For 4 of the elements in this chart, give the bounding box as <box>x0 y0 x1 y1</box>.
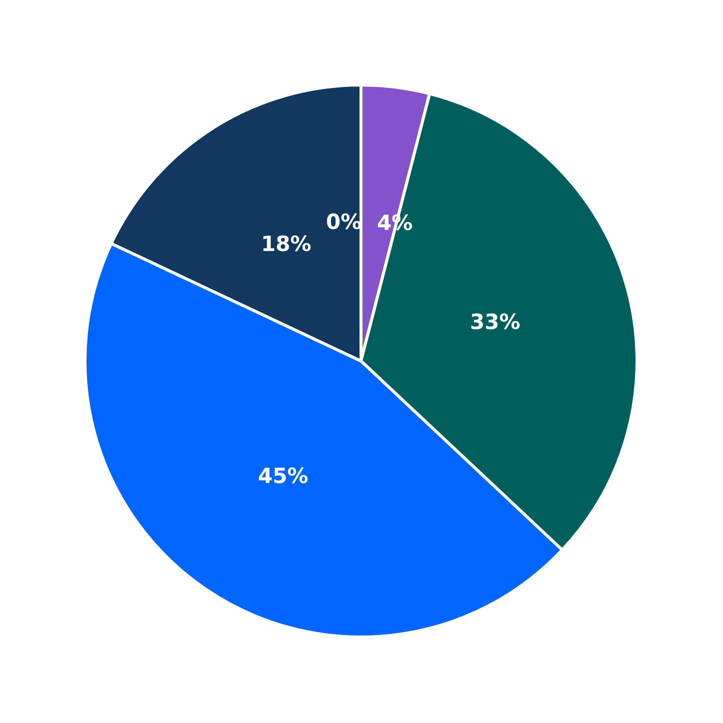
data-label: 45% <box>258 464 308 488</box>
text: 0% <box>326 210 362 234</box>
data-label: 18% <box>261 232 312 256</box>
data-label: 33% <box>470 310 520 334</box>
